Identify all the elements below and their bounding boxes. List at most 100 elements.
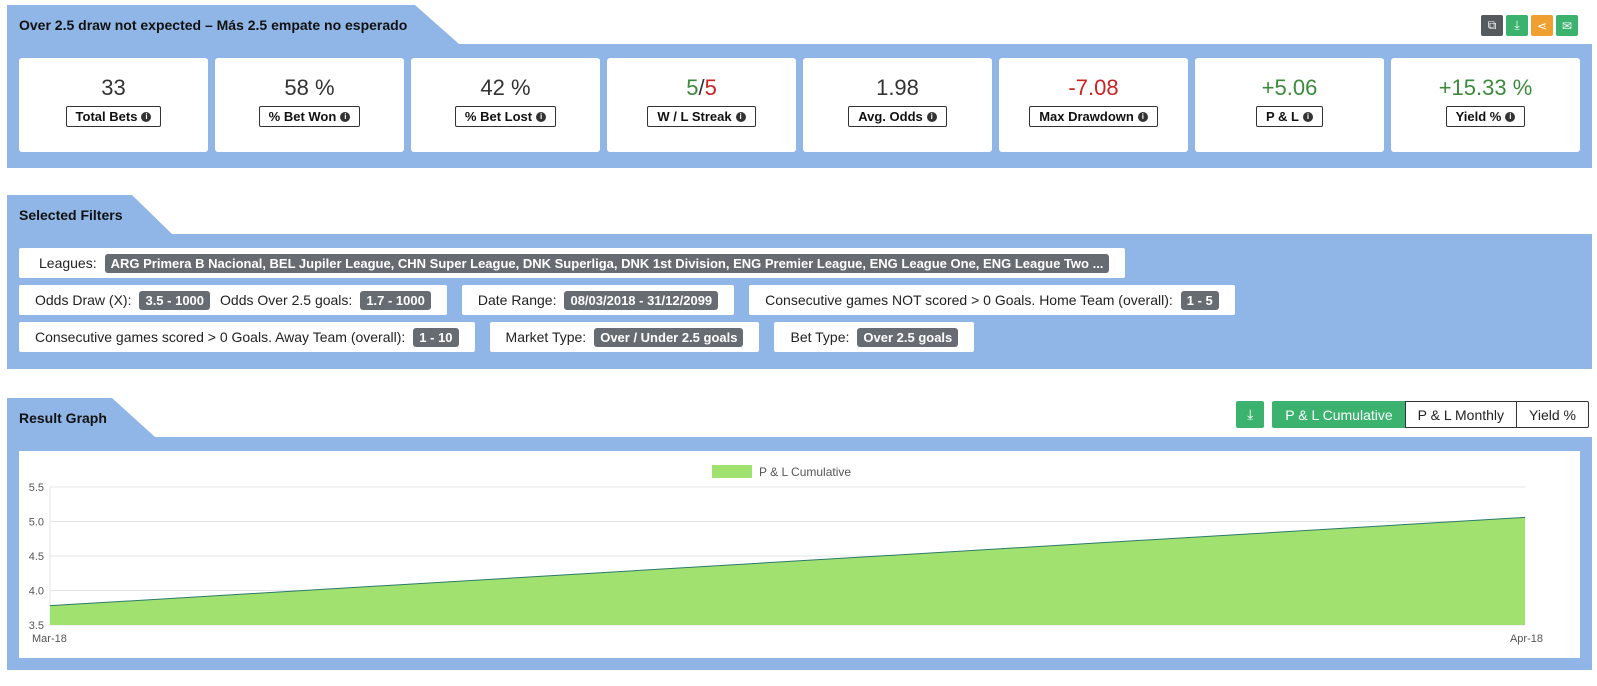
system-title: Over 2.5 draw not expected – Más 2.5 emp… — [7, 5, 459, 44]
filter-leagues: Leagues: ARG Primera B Nacional, BEL Jup… — [19, 248, 1126, 278]
filter-row: Odds Draw (X): 3.5 - 1000 Odds Over 2.5 … — [19, 285, 1580, 315]
stat-label-button[interactable]: Yield % i — [1445, 106, 1526, 127]
filter-badge: ARG Primera B Nacional, BEL Jupiler Leag… — [104, 253, 1110, 273]
tab-yield[interactable]: Yield % — [1516, 401, 1589, 428]
streak-separator: / — [698, 75, 705, 100]
filter-label: Bet Type: — [790, 329, 850, 345]
info-icon: i — [141, 111, 152, 122]
stat-value: -7.08 — [1068, 75, 1119, 100]
graph-panel: 3.5 4.0 4.5 5.0 5.5 Mar-18 Apr-18 P & L Cumulat… — [7, 437, 1592, 670]
filter-home-not-scored: Consecutive games NOT scored > 0 Goals. … — [749, 285, 1235, 315]
stat-label-button[interactable]: % Bet Won i — [258, 106, 361, 127]
filter-row: Leagues: ARG Primera B Nacional, BEL Jup… — [19, 248, 1580, 278]
email-icon[interactable]: ✉ — [1556, 15, 1578, 36]
stat-label-text: Total Bets — [75, 109, 138, 124]
y-tick-label: 4.0 — [29, 586, 44, 598]
filter-label: Leagues: — [39, 255, 97, 271]
filter-label: Consecutive games scored > 0 Goals. Away… — [35, 329, 406, 345]
download-icon[interactable]: ⤓ — [1506, 15, 1528, 36]
series-area — [50, 517, 1525, 625]
filter-odds: Odds Draw (X): 3.5 - 1000 Odds Over 2.5 … — [19, 285, 447, 315]
info-icon: i — [340, 111, 351, 122]
filters-panel: Leagues: ARG Primera B Nacional, BEL Jup… — [7, 234, 1592, 369]
filter-date-range: Date Range: 08/03/2018 - 31/12/2099 — [461, 285, 735, 315]
x-tick-label: Mar-18 — [32, 633, 67, 645]
stat-value: 42 % — [480, 75, 531, 100]
stat-label-text: Max Drawdown — [1039, 109, 1134, 124]
graph-section: Result Graph ⤓ P & L Cumulative P & L Mo… — [7, 398, 1592, 670]
filter-badge: Over / Under 2.5 goals — [594, 327, 744, 347]
stat-label-button[interactable]: Avg. Odds i — [848, 106, 947, 127]
stat-bet-won: 58 % % Bet Won i — [215, 58, 404, 152]
copy-icon[interactable]: ⧉ — [1481, 15, 1503, 36]
filter-badge: 1.7 - 1000 — [360, 290, 431, 310]
stat-label-button[interactable]: Total Bets i — [65, 106, 162, 127]
stat-label-text: P & L — [1266, 109, 1299, 124]
win-streak: 5 — [686, 75, 699, 100]
share-icon[interactable]: ⋖ — [1531, 15, 1553, 36]
info-icon: i — [1137, 111, 1148, 122]
stat-value: 1.98 — [876, 75, 919, 100]
filter-badge: 08/03/2018 - 31/12/2099 — [564, 290, 719, 310]
y-tick-label: 4.5 — [29, 551, 44, 563]
pl-cumulative-chart: 3.5 4.0 4.5 5.0 5.5 Mar-18 Apr-18 P & L Cumulat… — [29, 465, 1543, 645]
chart-container: 3.5 4.0 4.5 5.0 5.5 Mar-18 Apr-18 P & L Cumulat… — [19, 451, 1580, 658]
filter-badge: Over 2.5 goals — [857, 327, 959, 347]
stat-value: +15.33 % — [1438, 75, 1533, 100]
stat-label-text: Yield % — [1455, 109, 1502, 124]
legend-swatch — [712, 465, 752, 478]
x-tick-label: Apr-18 — [1510, 633, 1543, 645]
filters-title: Selected Filters — [7, 195, 172, 234]
stat-streak: 5/5 W / L Streak i — [607, 58, 796, 152]
stat-avg-odds: 1.98 Avg. Odds i — [803, 58, 992, 152]
stats-panel: 33 Total Bets i 58 % % Bet Won i 42 % % Be… — [7, 44, 1592, 168]
filter-label: Consecutive games NOT scored > 0 Goals. … — [765, 292, 1173, 308]
y-tick-label: 5.0 — [29, 517, 44, 529]
y-tick-label: 3.5 — [29, 620, 44, 632]
stat-value: +5.06 — [1261, 75, 1318, 100]
tab-pl-monthly[interactable]: P & L Monthly — [1404, 401, 1518, 428]
graph-controls: ⤓ P & L Cumulative P & L Monthly Yield % — [1236, 401, 1589, 428]
stat-label-text: Avg. Odds — [858, 109, 923, 124]
stats-header: Over 2.5 draw not expected – Más 2.5 emp… — [7, 5, 1592, 44]
filter-label: Odds Draw (X): — [35, 292, 132, 308]
stat-label-button[interactable]: Max Drawdown i — [1029, 106, 1158, 127]
filter-row: Consecutive games scored > 0 Goals. Away… — [19, 322, 1580, 352]
filter-label: Market Type: — [505, 329, 587, 345]
filters-section: Selected Filters Leagues: ARG Primera B … — [7, 195, 1592, 369]
filter-badge: 3.5 - 1000 — [139, 290, 211, 310]
tab-pl-cumulative[interactable]: P & L Cumulative — [1272, 401, 1406, 428]
stat-total-bets: 33 Total Bets i — [19, 58, 208, 152]
filter-badge: 1 - 5 — [1180, 290, 1219, 310]
stat-bet-lost: 42 % % Bet Lost i — [411, 58, 600, 152]
legend-label: P & L Cumulative — [759, 465, 851, 479]
stat-label-text: W / L Streak — [657, 109, 732, 124]
filter-market-type: Market Type: Over / Under 2.5 goals — [489, 322, 760, 352]
info-icon: i — [735, 111, 746, 122]
stat-yield: +15.33 % Yield % i — [1391, 58, 1580, 152]
graph-title: Result Graph — [7, 398, 155, 437]
info-icon: i — [1505, 111, 1516, 122]
filters-header: Selected Filters — [7, 195, 1592, 234]
header-actions: ⧉ ⤓ ⋖ ✉ — [1481, 15, 1578, 36]
stat-value: 5/5 — [686, 75, 717, 101]
download-icon[interactable]: ⤓ — [1236, 401, 1265, 428]
stat-label-text: % Bet Lost — [464, 109, 533, 124]
filter-away-scored: Consecutive games scored > 0 Goals. Away… — [19, 322, 475, 352]
filter-label: Date Range: — [477, 292, 557, 308]
stat-value: 33 — [101, 75, 126, 100]
filter-label: Odds Over 2.5 goals: — [220, 292, 353, 308]
stat-pl: +5.06 P & L i — [1195, 58, 1384, 152]
info-icon: i — [926, 111, 937, 122]
filter-bet-type: Bet Type: Over 2.5 goals — [774, 322, 975, 352]
filter-badge: 1 - 10 — [413, 327, 459, 347]
stats-section: Over 2.5 draw not expected – Más 2.5 emp… — [7, 5, 1592, 168]
info-icon: i — [1303, 111, 1313, 122]
stat-label-button[interactable]: W / L Streak i — [647, 106, 756, 127]
y-tick-label: 5.5 — [29, 482, 44, 494]
stat-label-text: % Bet Won — [268, 109, 337, 124]
series-line — [49, 516, 1526, 607]
stat-label-button[interactable]: % Bet Lost i — [454, 106, 557, 127]
graph-header: Result Graph ⤓ P & L Cumulative P & L Mo… — [7, 398, 1592, 437]
